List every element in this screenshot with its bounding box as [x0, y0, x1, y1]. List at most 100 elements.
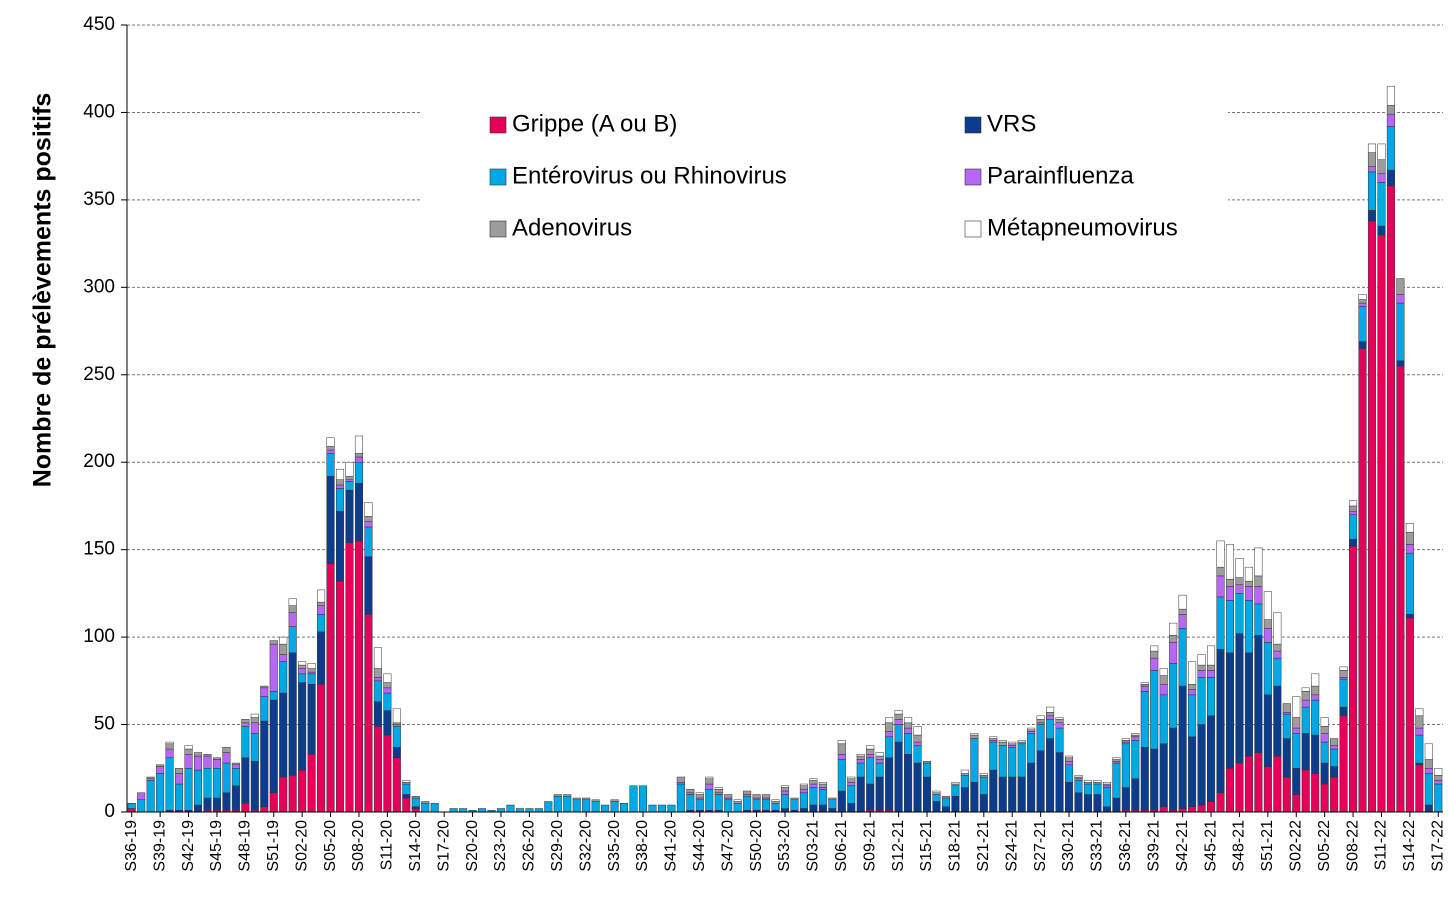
bar-segment: [960, 773, 969, 776]
bar-segment: [1140, 682, 1149, 685]
bar-segment: [553, 794, 562, 797]
bar-segment: [1320, 762, 1329, 785]
bar-segment: [1083, 780, 1093, 783]
bar-segment: [582, 797, 591, 801]
bar-segment: [695, 797, 704, 801]
legend-label: Grippe (A ou B): [512, 110, 677, 137]
bar-segment: [288, 652, 297, 776]
legend-marker: [964, 116, 982, 134]
bar-segment: [1036, 750, 1045, 813]
y-tick-label: 350: [83, 189, 115, 210]
y-tick-label: 100: [83, 626, 115, 647]
bar-segment: [989, 741, 998, 771]
bar-segment: [203, 768, 212, 799]
bar-segment: [837, 790, 846, 813]
bar-segment: [165, 741, 174, 745]
bar-segment: [1301, 691, 1310, 701]
bar-segment: [335, 484, 345, 489]
bar-segment: [1188, 694, 1197, 738]
bar-segment: [885, 736, 894, 759]
bar-segment: [1140, 691, 1149, 748]
bar-segment: [184, 754, 193, 769]
bar-segment: [1207, 664, 1216, 671]
bar-segment: [534, 808, 543, 813]
bar-segment: [335, 479, 345, 486]
bar-segment: [818, 787, 827, 790]
bar-segment: [553, 796, 562, 813]
bar-segment: [638, 785, 648, 813]
bar-segment: [203, 754, 212, 757]
bar-segment: [146, 778, 155, 781]
bar-segment: [222, 792, 231, 811]
bar-segment: [1273, 685, 1282, 757]
bar-segment: [260, 720, 269, 808]
bar-segment: [904, 722, 913, 729]
bar-segment: [392, 726, 401, 748]
bar-segment: [695, 792, 704, 795]
bar-segment: [960, 769, 969, 774]
bar-segment: [1046, 715, 1055, 720]
bar-segment: [714, 792, 723, 795]
bar-segment: [1434, 775, 1443, 781]
bar-segment: [1424, 759, 1433, 769]
bar-segment: [354, 456, 363, 463]
bar-segment: [1273, 612, 1282, 645]
legend-box: [420, 96, 1228, 256]
bar-segment: [402, 794, 411, 799]
bar-segment: [714, 794, 723, 811]
bar-segment: [1358, 302, 1367, 307]
x-tick-label: S39-21: [1145, 820, 1162, 872]
bar-segment: [1358, 299, 1367, 304]
bar-segment: [1131, 733, 1140, 736]
bar-segment: [250, 717, 259, 724]
bar-segment: [1292, 768, 1301, 795]
bar-segment: [913, 741, 922, 746]
bar-segment: [1244, 600, 1253, 654]
bar-segment: [1064, 782, 1074, 813]
bar-segment: [1064, 761, 1074, 766]
bar-segment: [383, 710, 392, 736]
bar-segment: [1244, 586, 1253, 601]
bar-segment: [345, 479, 354, 482]
bar-segment: [1064, 764, 1074, 783]
bar-segment: [279, 692, 288, 778]
bar-segment: [1282, 713, 1291, 739]
bar-segment: [686, 794, 695, 811]
bar-segment: [1188, 806, 1197, 813]
legend-marker: [489, 168, 507, 186]
bar-segment: [212, 797, 221, 811]
bar-segment: [1235, 577, 1244, 585]
bar-segment: [165, 757, 174, 811]
bar-segment: [1150, 657, 1159, 671]
bar-segment: [951, 782, 960, 785]
bar-segment: [1093, 783, 1102, 795]
bar-segment: [260, 806, 269, 813]
bar-segment: [1036, 715, 1045, 720]
bar-segment: [572, 797, 581, 801]
legend-label: VRS: [987, 110, 1036, 137]
bar-segment: [335, 580, 345, 813]
bar-segment: [1159, 743, 1168, 808]
bar-segment: [970, 733, 979, 736]
bar-segment: [1178, 808, 1187, 813]
bar-segment: [212, 768, 221, 799]
x-tick-label: S05-20: [322, 820, 339, 872]
bar-segment: [1064, 755, 1074, 759]
bar-segment: [203, 797, 212, 811]
bar-segment: [1292, 717, 1301, 729]
x-tick-label: S48-21: [1231, 820, 1248, 872]
bar-segment: [1292, 733, 1301, 769]
bar-segment: [354, 435, 363, 454]
bar-segment: [193, 769, 203, 806]
legend-marker: [964, 168, 982, 186]
bar-segment: [1273, 657, 1282, 687]
bar-segment: [960, 775, 969, 788]
bar-segment: [676, 782, 685, 785]
bar-segment: [1330, 745, 1339, 750]
bar-segment: [1367, 220, 1377, 813]
bar-segment: [250, 713, 259, 718]
bar-segment: [279, 636, 288, 645]
bar-segment: [875, 762, 884, 778]
bar-segment: [809, 783, 818, 788]
bar-segment: [411, 797, 420, 808]
